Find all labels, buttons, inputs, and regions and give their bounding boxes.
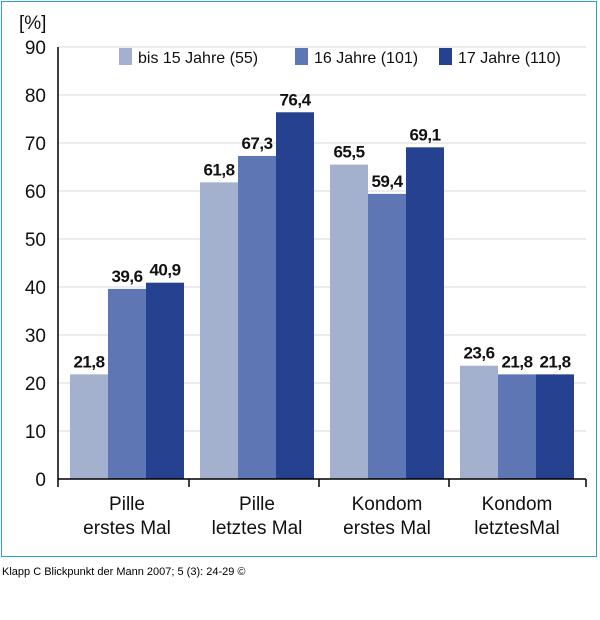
y-tick-label: 10 bbox=[25, 422, 46, 443]
data-label: 39,6 bbox=[111, 267, 142, 286]
bar bbox=[200, 182, 238, 480]
data-label: 21,8 bbox=[539, 352, 570, 371]
x-tick-label: Kondom bbox=[352, 494, 423, 515]
legend-label: 17 Jahre (110) bbox=[458, 50, 561, 67]
bar bbox=[536, 374, 574, 479]
data-label: 40,9 bbox=[149, 261, 180, 280]
bar bbox=[368, 193, 406, 479]
x-tick-label: erstes Mal bbox=[343, 518, 431, 539]
data-label: 76,4 bbox=[279, 90, 311, 109]
y-tick-label: 90 bbox=[25, 38, 46, 59]
data-label: 67,3 bbox=[241, 134, 272, 153]
legend-swatch bbox=[439, 48, 452, 65]
data-label: 59,4 bbox=[371, 172, 403, 191]
y-tick-label: 30 bbox=[25, 326, 46, 347]
x-tick-label: letztes Mal bbox=[212, 518, 303, 539]
y-axis-label: [%] bbox=[19, 13, 46, 34]
legend-label: bis 15 Jahre (55) bbox=[138, 50, 258, 67]
bar-chart: 0 10 20 30 40 50 60 70 80 90 [%] 21,8 61,8 65,5 23,6 39… bbox=[19, 13, 587, 539]
bar bbox=[406, 147, 444, 479]
y-tick-label: 50 bbox=[25, 230, 46, 251]
bar bbox=[276, 112, 314, 479]
chart-frame: 0 10 20 30 40 50 60 70 80 90 [%] 21,8 61,8 65,5 23,6 39… bbox=[1, 1, 597, 557]
x-tick-label: Kondom bbox=[482, 494, 553, 515]
bar bbox=[146, 282, 184, 479]
x-tick-label: Pille bbox=[109, 494, 145, 515]
x-tick-label: letztesMal bbox=[474, 518, 560, 539]
data-label: 65,5 bbox=[333, 143, 364, 162]
y-tick-label: 70 bbox=[25, 134, 46, 155]
bar bbox=[108, 288, 146, 479]
data-label: 21,8 bbox=[501, 352, 532, 371]
data-label: 61,8 bbox=[203, 160, 234, 179]
y-tick-label: 60 bbox=[25, 182, 46, 203]
data-label: 21,8 bbox=[73, 352, 104, 371]
bar bbox=[70, 374, 108, 479]
bar bbox=[330, 164, 368, 479]
data-label: 23,6 bbox=[463, 344, 494, 363]
legend-label: 16 Jahre (101) bbox=[314, 50, 418, 67]
source-caption: Klapp C Blickpunkt der Mann 2007; 5 (3):… bbox=[2, 566, 246, 578]
bar bbox=[460, 365, 498, 479]
data-label: 69,1 bbox=[409, 125, 440, 144]
bar bbox=[238, 155, 276, 479]
y-tick-label: 20 bbox=[25, 374, 46, 395]
y-tick-label: 80 bbox=[25, 86, 46, 107]
legend-swatch bbox=[295, 48, 308, 65]
x-tick-label: Pille bbox=[239, 494, 275, 515]
y-tick-label: 0 bbox=[35, 470, 46, 491]
x-tick-label: erstes Mal bbox=[83, 518, 171, 539]
y-tick-label: 40 bbox=[25, 278, 46, 299]
bar bbox=[498, 374, 536, 479]
legend-swatch bbox=[119, 48, 132, 65]
